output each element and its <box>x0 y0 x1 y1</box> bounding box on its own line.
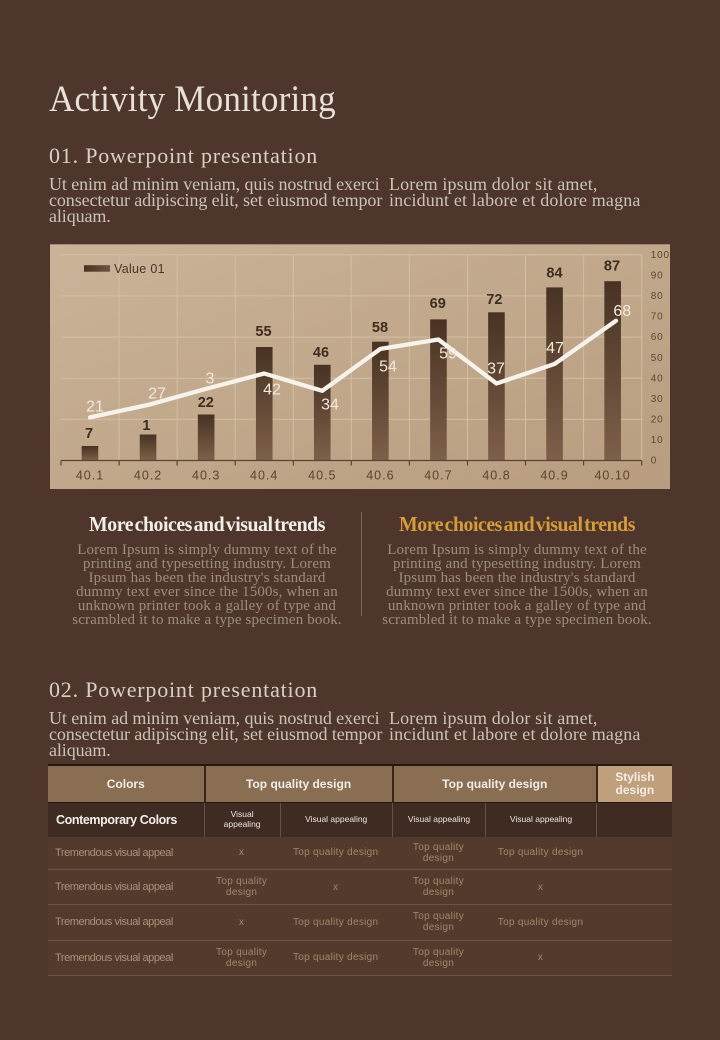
svg-text:55: 55 <box>255 324 271 340</box>
svg-text:40.5: 40.5 <box>308 469 336 483</box>
svg-text:100: 100 <box>651 250 670 261</box>
svg-text:58: 58 <box>372 320 388 336</box>
svg-text:60: 60 <box>651 332 664 343</box>
svg-text:30: 30 <box>651 394 664 405</box>
svg-text:0: 0 <box>651 455 657 466</box>
svg-text:40.10: 40.10 <box>594 469 630 483</box>
svg-text:1: 1 <box>142 418 150 434</box>
svg-text:21: 21 <box>86 399 104 416</box>
svg-text:42: 42 <box>263 382 281 399</box>
svg-text:27: 27 <box>148 386 166 403</box>
svg-text:34: 34 <box>321 397 339 414</box>
svg-text:70: 70 <box>651 312 664 323</box>
svg-text:10: 10 <box>651 435 664 446</box>
svg-text:37: 37 <box>487 361 505 378</box>
svg-text:87: 87 <box>604 259 620 275</box>
svg-text:40: 40 <box>651 373 664 384</box>
svg-text:84: 84 <box>546 266 562 282</box>
svg-text:3: 3 <box>206 371 215 388</box>
svg-text:69: 69 <box>430 296 446 312</box>
svg-text:40.6: 40.6 <box>366 469 394 483</box>
svg-text:46: 46 <box>313 345 329 361</box>
svg-text:80: 80 <box>651 291 664 302</box>
svg-text:Value 01: Value 01 <box>114 262 165 276</box>
svg-text:54: 54 <box>379 359 397 376</box>
svg-text:40.8: 40.8 <box>482 469 510 483</box>
svg-text:72: 72 <box>486 292 502 308</box>
svg-text:47: 47 <box>546 340 564 357</box>
svg-text:68: 68 <box>613 303 631 320</box>
svg-text:50: 50 <box>651 353 664 364</box>
svg-text:22: 22 <box>198 395 214 411</box>
svg-text:59: 59 <box>439 346 457 363</box>
svg-text:40.1: 40.1 <box>76 469 104 483</box>
svg-text:40.7: 40.7 <box>424 469 452 483</box>
svg-text:7: 7 <box>85 426 93 442</box>
svg-text:90: 90 <box>651 271 664 282</box>
svg-text:40.3: 40.3 <box>192 469 220 483</box>
svg-text:40.9: 40.9 <box>540 469 568 483</box>
svg-text:20: 20 <box>651 414 664 425</box>
svg-text:40.4: 40.4 <box>250 469 278 483</box>
svg-text:40.2: 40.2 <box>134 469 162 483</box>
